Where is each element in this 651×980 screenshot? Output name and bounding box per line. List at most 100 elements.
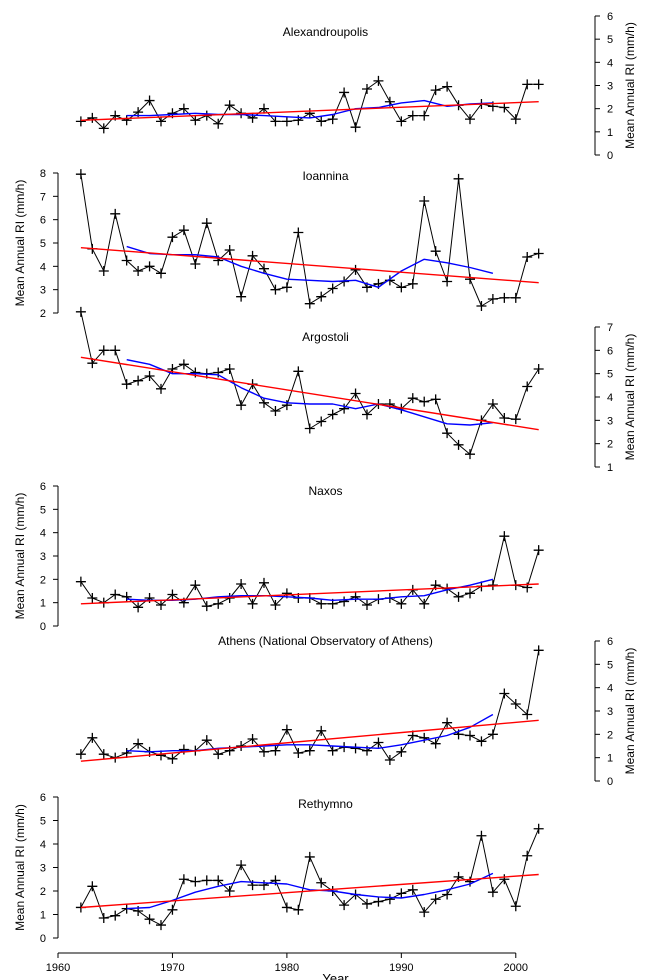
trend-line bbox=[80, 247, 539, 284]
y-axis-label: Mean Annual RI (mm/h) bbox=[623, 22, 637, 149]
data-point-marker bbox=[75, 576, 86, 587]
data-point-marker bbox=[499, 688, 510, 699]
data-point-marker bbox=[373, 737, 384, 748]
panel-title: Naxos bbox=[308, 484, 342, 498]
data-point-marker bbox=[156, 383, 166, 394]
data-point-marker bbox=[270, 600, 281, 610]
data-point-marker bbox=[98, 123, 109, 134]
x-tick-label: 2000 bbox=[504, 962, 528, 974]
data-point-marker bbox=[98, 345, 109, 356]
data-point-marker bbox=[316, 416, 327, 427]
data-point-marker bbox=[407, 393, 418, 404]
data-point-marker bbox=[327, 283, 338, 294]
data-point-marker bbox=[167, 232, 178, 243]
data-point-marker bbox=[396, 116, 407, 127]
moving_average-line bbox=[126, 872, 494, 910]
data-point-marker bbox=[213, 598, 224, 609]
y-tick-label: 4 bbox=[40, 261, 46, 273]
data-point-marker bbox=[281, 902, 292, 913]
data-point-marker bbox=[533, 248, 544, 259]
data-point-marker bbox=[75, 169, 86, 180]
data-point-marker bbox=[304, 851, 315, 862]
data-point-marker bbox=[144, 261, 155, 272]
data-point-marker bbox=[201, 218, 212, 229]
data-point-marker bbox=[419, 396, 430, 407]
data-point-marker bbox=[510, 292, 521, 303]
y-axis-label: Mean Annual RI (mm/h) bbox=[13, 804, 27, 931]
panel-title: Ioannina bbox=[302, 169, 348, 183]
moving_average-line bbox=[126, 713, 494, 753]
y-tick-label: 4 bbox=[40, 528, 46, 540]
data-point-marker bbox=[487, 729, 498, 740]
moving_average-line bbox=[126, 359, 493, 426]
data-point-marker bbox=[190, 876, 201, 887]
data-point-marker bbox=[396, 598, 407, 609]
data-point-marker bbox=[178, 744, 189, 755]
data-point-marker bbox=[281, 400, 292, 411]
y-tick-label: 5 bbox=[607, 34, 613, 46]
data-point-marker bbox=[316, 116, 327, 127]
y-tick-label: 4 bbox=[40, 839, 46, 851]
observed-line bbox=[80, 650, 540, 761]
data-point-marker bbox=[259, 577, 269, 588]
trend-line bbox=[80, 101, 539, 121]
data-point-marker bbox=[133, 738, 144, 749]
data-point-marker bbox=[87, 112, 98, 123]
trend-line bbox=[80, 356, 539, 431]
y-axis-label: Mean Annual RI (mm/h) bbox=[13, 180, 27, 307]
data-point-marker bbox=[442, 889, 453, 900]
x-tick-label: 1980 bbox=[275, 962, 299, 974]
data-point-marker bbox=[304, 298, 315, 309]
data-point-marker bbox=[178, 103, 189, 114]
data-point-marker bbox=[430, 85, 441, 96]
data-point-marker bbox=[419, 110, 430, 121]
data-point-marker bbox=[316, 598, 327, 609]
data-point-marker bbox=[201, 735, 212, 746]
data-point-marker bbox=[293, 366, 304, 377]
data-point-marker bbox=[510, 901, 521, 912]
data-point-marker bbox=[156, 600, 166, 610]
trend-line bbox=[80, 873, 539, 909]
data-point-marker bbox=[362, 409, 372, 420]
data-point-marker bbox=[178, 225, 189, 236]
y-tick-label: 3 bbox=[40, 863, 46, 875]
data-point-marker bbox=[144, 95, 155, 106]
y-tick-label: 4 bbox=[607, 392, 613, 404]
y-tick-label: 0 bbox=[40, 933, 46, 945]
data-point-marker bbox=[144, 914, 155, 925]
panel-title: Argostoli bbox=[302, 330, 349, 344]
y-tick-label: 5 bbox=[607, 369, 613, 381]
data-point-marker bbox=[293, 904, 304, 915]
data-point-marker bbox=[236, 579, 247, 589]
y-axis-label: Mean Annual RI (mm/h) bbox=[623, 334, 637, 461]
y-tick-label: 7 bbox=[40, 191, 46, 203]
y-tick-label: 5 bbox=[40, 504, 46, 516]
y-tick-label: 1 bbox=[607, 753, 613, 765]
data-point-marker bbox=[442, 428, 453, 439]
data-point-marker bbox=[213, 367, 224, 378]
x-tick-label: 1960 bbox=[46, 962, 70, 974]
data-point-marker bbox=[465, 588, 475, 599]
data-point-marker bbox=[430, 738, 441, 749]
data-point-marker bbox=[167, 589, 178, 600]
y-tick-label: 2 bbox=[40, 308, 46, 320]
panel-2: Argostoli 1 2 3 4 5 6 7 Mean Annual RI (mm/h) bbox=[75, 306, 637, 474]
data-point-marker bbox=[430, 894, 441, 905]
data-point-marker bbox=[110, 208, 121, 219]
data-point-marker bbox=[522, 381, 533, 392]
data-point-marker bbox=[522, 709, 533, 720]
data-point-marker bbox=[407, 278, 418, 289]
data-point-marker bbox=[121, 591, 132, 602]
data-point-marker bbox=[98, 913, 109, 924]
data-point-marker bbox=[510, 114, 521, 125]
data-point-marker bbox=[247, 734, 258, 744]
data-point-marker bbox=[465, 274, 475, 285]
data-point-marker bbox=[522, 79, 533, 90]
data-point-marker bbox=[442, 81, 453, 92]
data-point-marker bbox=[419, 732, 430, 743]
data-point-marker bbox=[442, 276, 453, 287]
data-point-marker bbox=[499, 413, 510, 423]
trend-line bbox=[80, 583, 539, 605]
data-point-marker bbox=[487, 399, 498, 409]
data-point-marker bbox=[75, 116, 86, 127]
